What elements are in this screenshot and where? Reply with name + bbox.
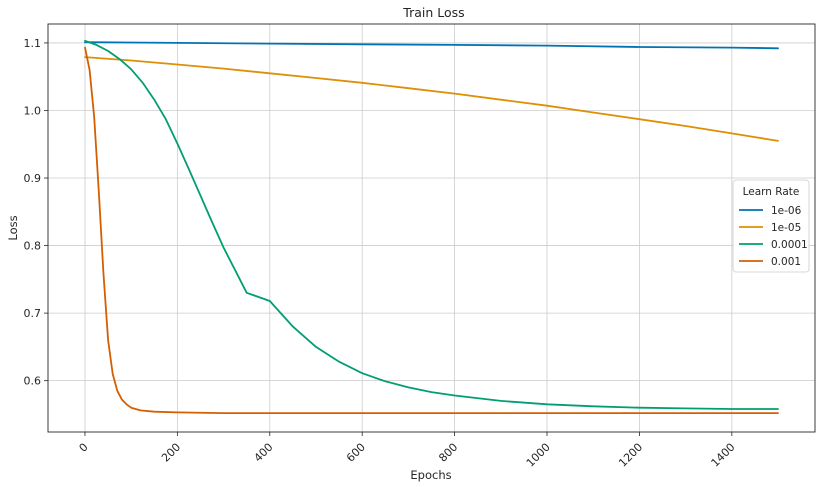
x-axis-label: Epochs: [410, 468, 451, 482]
y-axis-label: Loss: [6, 215, 20, 240]
legend-box: [732, 179, 810, 273]
series-line-0: [84, 41, 779, 50]
y-tick-label: 0.8: [24, 240, 42, 253]
x-tick-label: 600: [344, 441, 368, 465]
x-tick-label: 200: [159, 441, 183, 465]
x-tick-label: 1200: [616, 441, 645, 470]
legend-title: Learn Rate: [743, 186, 800, 198]
series-lines: [84, 40, 779, 414]
plot-frame: [47, 23, 816, 433]
legend-label: 1e-05: [771, 222, 801, 234]
legend-label: 1e-06: [771, 205, 802, 217]
series-line-1: [84, 56, 779, 142]
x-tick-label: 400: [252, 441, 276, 465]
y-axis-ticks: 0.6 0.7 0.8 0.9 1.0 1.1: [24, 37, 48, 388]
x-axis-ticks: 0 200 400 600 800 1000 1200 1400: [77, 432, 738, 470]
legend: Learn Rate 1e-06 1e-05 0.0001 0.001: [732, 179, 810, 273]
y-tick-label: 1.1: [24, 37, 42, 50]
series-line-3: [84, 46, 779, 414]
legend-label: 0.001: [771, 256, 801, 268]
chart-title: Train Loss: [402, 5, 464, 20]
legend-entries: 1e-06 1e-05 0.0001 0.001: [739, 205, 808, 268]
y-tick-label: 0.6: [24, 375, 42, 388]
legend-label: 0.0001: [771, 239, 808, 251]
x-tick-label: 1000: [524, 441, 553, 470]
y-tick-label: 0.9: [24, 172, 42, 185]
x-tick-label: 800: [436, 441, 460, 465]
x-tick-label: 0: [77, 441, 91, 455]
series-line-2: [84, 40, 779, 410]
y-tick-label: 0.7: [24, 307, 42, 320]
grid-lines: [48, 24, 815, 432]
x-tick-label: 1400: [709, 441, 738, 470]
y-tick-label: 1.0: [24, 104, 42, 117]
